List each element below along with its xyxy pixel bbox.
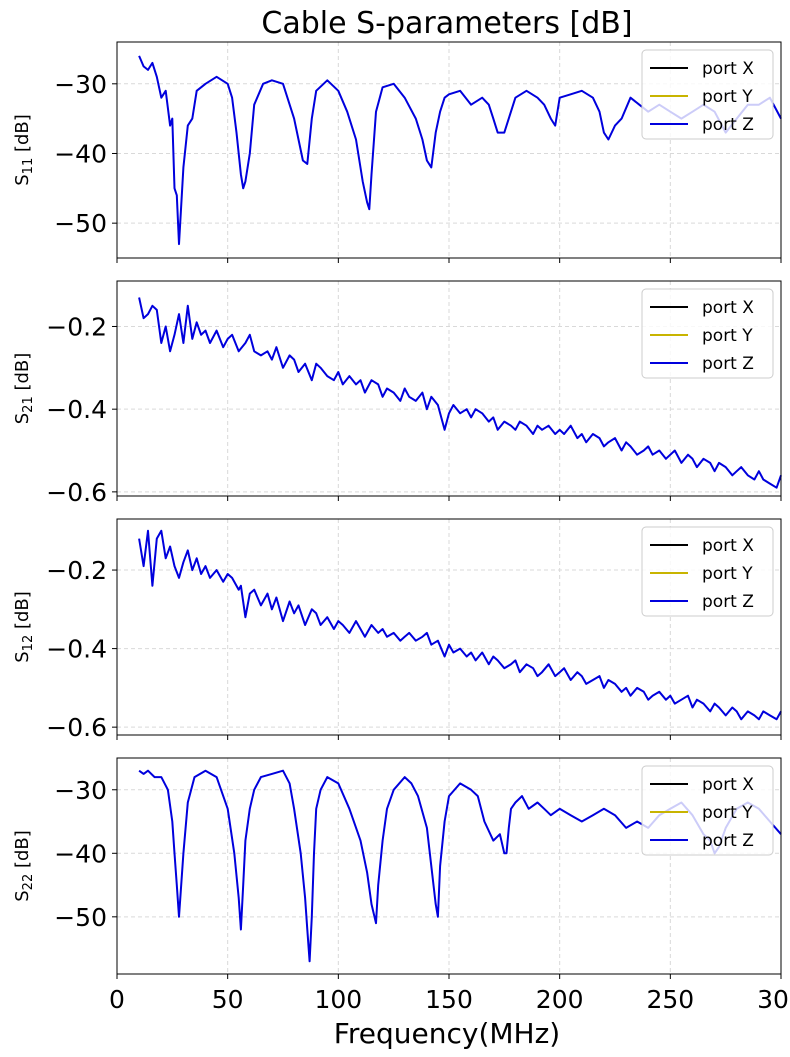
y-tick-label: −40 <box>54 139 107 168</box>
y-tick-label: −0.2 <box>46 312 107 341</box>
x-tick-label: 300 <box>757 985 790 1014</box>
panel-3: −0.2 −0.4 −0.6 S12 [dB] port X port Y port Z <box>12 518 782 742</box>
y-tick-label: −30 <box>54 70 107 99</box>
series-line-port-Z <box>138 55 782 246</box>
legend-label: port Z <box>702 831 754 851</box>
legend-label: port Y <box>702 803 753 823</box>
legend: port X port Y port Z <box>641 765 774 856</box>
series-line-port-Z <box>138 769 782 963</box>
legend-label: port Z <box>702 354 754 374</box>
x-tick-label: 150 <box>425 985 473 1014</box>
x-tick-label: 100 <box>314 985 362 1014</box>
legend: port X port Y port Z <box>641 288 774 379</box>
series-line-port-Z <box>138 529 782 721</box>
legend-box <box>641 765 774 856</box>
legend-label: port X <box>702 536 754 556</box>
legend-box <box>641 526 774 617</box>
panel-4: 0 50 100 150 200 250 300 −30 −40 −50 S22 [dB] port … <box>12 757 790 1014</box>
y-tick-label: −0.6 <box>46 478 107 507</box>
legend-label: port Y <box>702 564 753 584</box>
y-tick-label: −0.6 <box>46 713 107 742</box>
legend-label: port Y <box>702 326 753 346</box>
legend-box <box>641 288 774 379</box>
chart-title: Cable S-parameters [dB] <box>261 6 632 41</box>
y-tick-label: −0.2 <box>46 556 107 585</box>
y-tick-label: −40 <box>54 839 107 868</box>
y-axis-label: S21 [dB] <box>12 353 36 425</box>
legend: port X port Y port Z <box>641 49 774 140</box>
legend-box <box>641 49 774 140</box>
y-tick-label: −0.4 <box>46 635 107 664</box>
panel-2: −0.2 −0.4 −0.6 S21 [dB] port X port Y port Z <box>12 280 782 507</box>
y-tick-label: −50 <box>54 209 107 238</box>
legend-label: port X <box>702 59 754 79</box>
x-tick-label: 50 <box>212 985 244 1014</box>
panel-1: −30 −40 −50 S11 [dB] port X port Y port Z <box>12 41 782 263</box>
legend-label: port Y <box>702 87 753 107</box>
legend-label: port X <box>702 298 754 318</box>
x-tick-label: 0 <box>109 985 125 1014</box>
series-line-port-Z <box>138 297 782 489</box>
y-tick-label: −30 <box>54 776 107 805</box>
legend-label: port Z <box>702 115 754 135</box>
x-axis-label: Frequency(MHz) <box>334 1017 560 1050</box>
x-tick-label: 200 <box>536 985 584 1014</box>
legend-label: port X <box>702 775 754 795</box>
y-axis-label: S12 [dB] <box>12 591 36 663</box>
y-axis-label: S22 [dB] <box>12 830 36 902</box>
x-tick-label: 250 <box>646 985 694 1014</box>
legend-label: port Z <box>702 592 754 612</box>
y-tick-label: −0.4 <box>46 395 107 424</box>
y-axis-label: S11 [dB] <box>12 114 36 186</box>
legend: port X port Y port Z <box>641 526 774 617</box>
y-tick-label: −50 <box>54 903 107 932</box>
